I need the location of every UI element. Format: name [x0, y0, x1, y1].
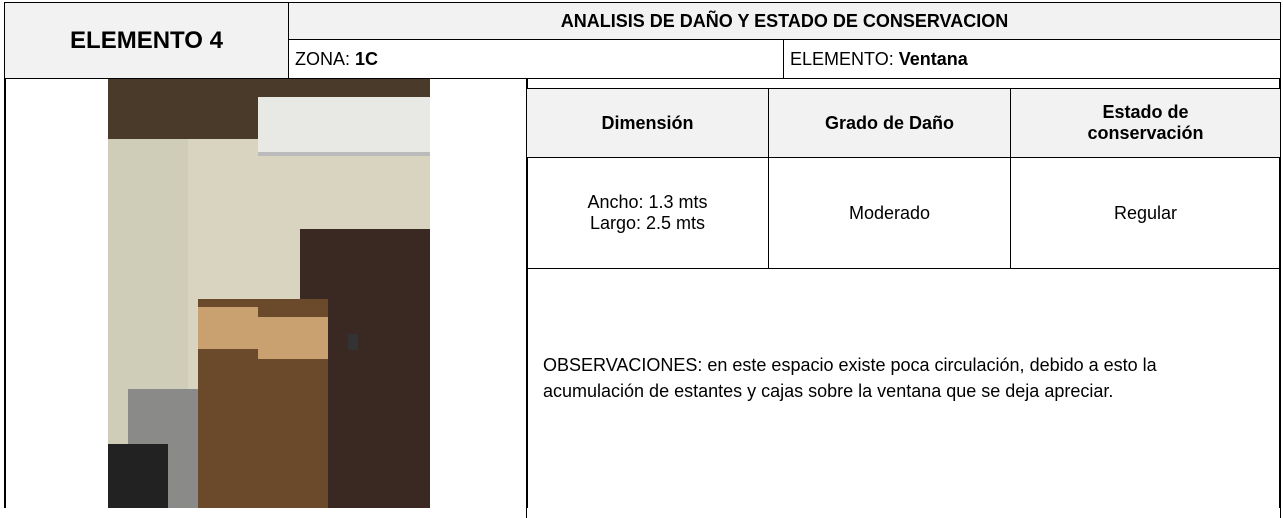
col-header: Grado de Daño [768, 88, 1011, 158]
zone-value: 1C [355, 48, 379, 69]
col-header: Estado de conservación [1010, 88, 1281, 158]
damage-cell: Moderado [768, 157, 1011, 269]
element-number: ELEMENTO 4 [4, 2, 289, 79]
observations: OBSERVACIONES: en este espacio existe po… [526, 268, 1281, 518]
zone-cell: ZONA: 1C [288, 39, 784, 79]
photo [108, 79, 430, 508]
element-cell: ELEMENTO: Ventana [783, 39, 1281, 79]
element-value: Ventana [898, 48, 968, 69]
element-label: ELEMENTO: [790, 48, 894, 69]
header-title: ANALISIS DE DAÑO Y ESTADO DE CONSERVACIO… [288, 2, 1281, 40]
state-cell: Regular [1010, 157, 1281, 269]
col-header: Dimensión [526, 88, 769, 158]
border [1279, 78, 1281, 508]
dimension-line: Largo: 2.5 mts [589, 213, 706, 233]
dimension-cell: Ancho: 1.3 mts Largo: 2.5 mts [526, 157, 769, 269]
dimension-line: Ancho: 1.3 mts [587, 192, 708, 212]
zone-label: ZONA: [295, 48, 351, 69]
border [4, 78, 6, 508]
